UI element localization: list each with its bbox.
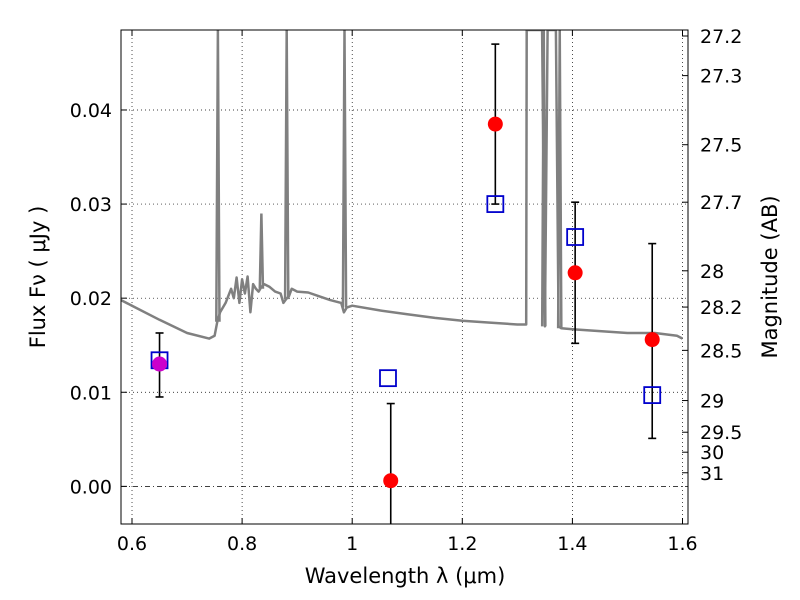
mag-tick-label: 27.7 (700, 192, 742, 214)
observed-flux-point (152, 356, 168, 372)
model-photometry-box (566, 228, 585, 246)
x-tick-label: 0.8 (227, 533, 257, 555)
mag-tick-label: 30 (700, 442, 724, 464)
emission-line-spike (556, 30, 563, 329)
mag-tick-label: 28 (700, 261, 724, 283)
y-tick-label: 0.02 (70, 288, 112, 310)
mag-tick-label: 27.5 (700, 135, 742, 157)
y-tick-label: 0.00 (70, 476, 112, 498)
x-axis-label: Wavelength λ (μm) (305, 564, 506, 588)
model-photometry-box (486, 195, 505, 213)
mag-tick-label: 27.2 (700, 26, 742, 48)
mag-tick-label: 29 (700, 391, 724, 413)
emission-line-spike (341, 30, 348, 308)
mag-tick-label: 29.5 (700, 422, 742, 444)
emission-line-spike (540, 30, 547, 327)
x-tick-label: 0.6 (117, 533, 147, 555)
x-tick-label: 1.2 (447, 533, 477, 555)
emission-line-spike (215, 30, 221, 322)
mag-tick-label: 31 (700, 463, 724, 485)
plot-frame (120, 29, 689, 525)
grid-lines (121, 30, 688, 524)
mag-tick-label: 28.5 (700, 340, 742, 362)
y-tick-label: 0.03 (70, 194, 112, 216)
observed-flux-point (567, 265, 583, 281)
y-tick-label: 0.01 (70, 382, 112, 404)
x-tick-label: 1.4 (557, 533, 587, 555)
mag-tick-label: 28.2 (700, 297, 742, 319)
emission-line-spike (258, 213, 265, 289)
emission-line-spike (283, 30, 290, 300)
observed-flux-point (383, 473, 399, 489)
observed-flux-point (644, 332, 660, 348)
spectrum-layer (121, 30, 684, 340)
x-tick-label: 1.6 (667, 533, 697, 555)
y-axis-label-left: Flux Fν ( μJy ) (26, 206, 50, 349)
observed-flux-layer (152, 116, 660, 489)
mag-tick-label: 27.3 (700, 66, 742, 88)
model-photometry-box (379, 369, 397, 388)
y-tick-label: 0.04 (70, 100, 112, 122)
model-photometry-box (643, 386, 662, 404)
y-axis-label-right: Magnitude (AB) (758, 195, 782, 358)
x-tick-label: 1 (346, 533, 358, 555)
model-photometry-layer (150, 195, 662, 404)
x-axis-ticks: 0.6 0.8 1 1.2 1.4 1.6 (117, 30, 698, 555)
model-spectrum-line (121, 30, 684, 340)
observed-flux-point (487, 116, 503, 132)
y-axis-ticks: 0.00 0.01 0.02 0.03 0.04 (70, 100, 127, 498)
